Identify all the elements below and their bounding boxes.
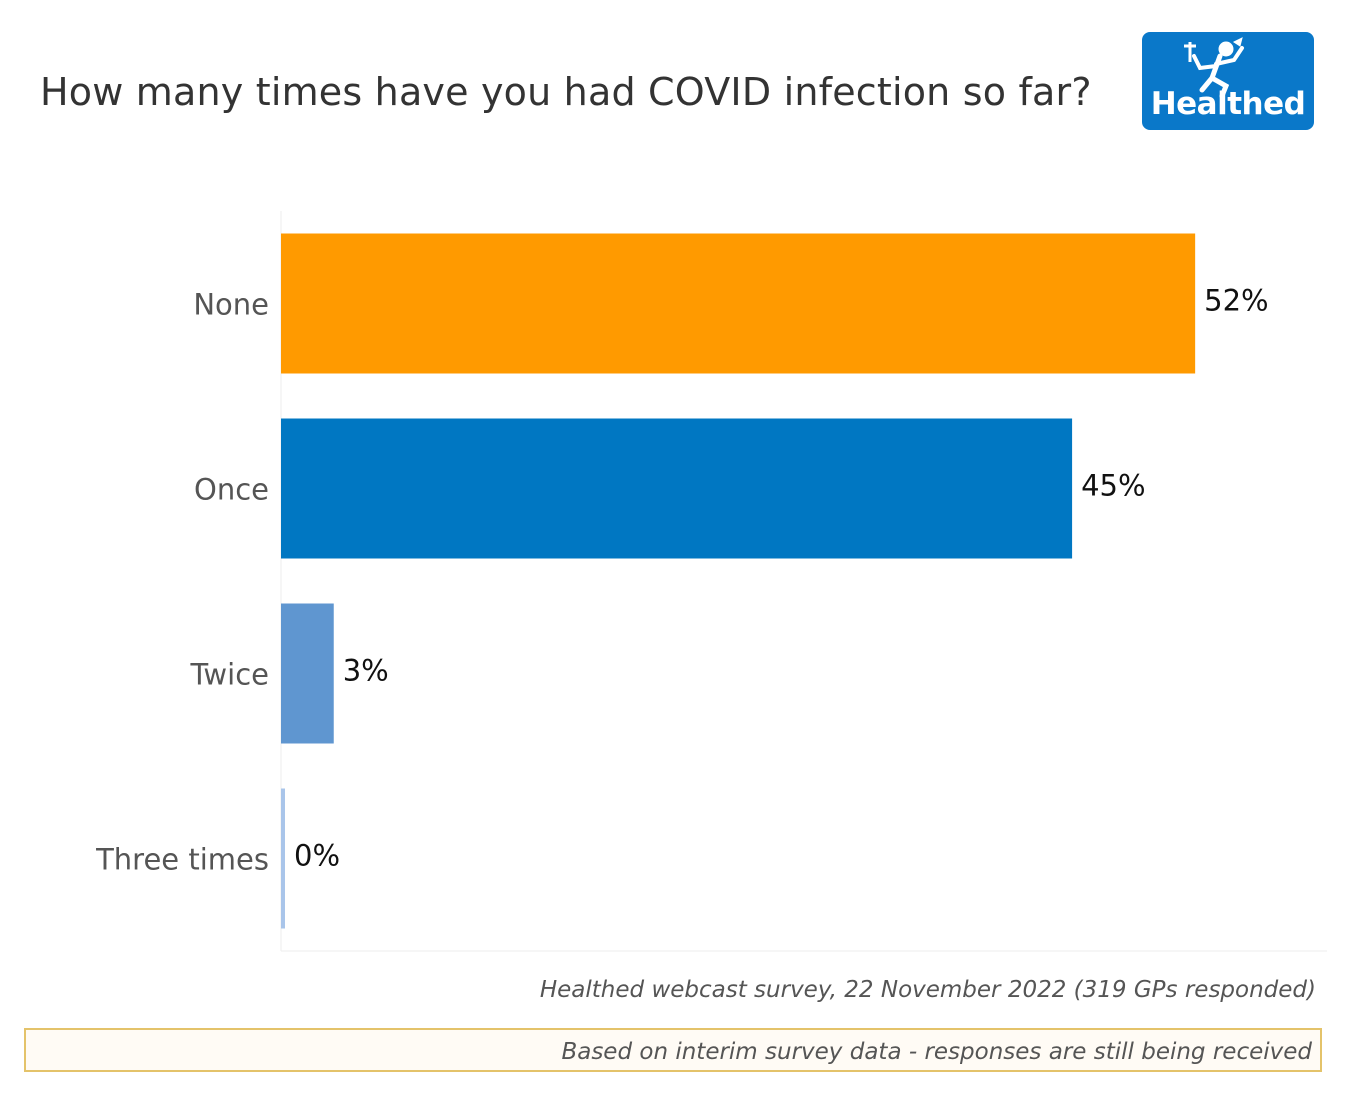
source-note: Healthed webcast survey, 22 November 202… <box>539 977 1316 1003</box>
bar-none <box>281 233 1196 374</box>
healthed-logo: Healthed <box>1142 32 1314 130</box>
category-label: Once <box>194 473 269 507</box>
category-label: Three times <box>95 843 269 877</box>
value-label: 45% <box>1081 469 1145 503</box>
runner-icon <box>1184 37 1244 99</box>
interim-note: Based on interim survey data - responses… <box>561 1039 1312 1065</box>
logo-text: Healthed <box>1150 86 1306 122</box>
bar-twice <box>281 603 334 744</box>
value-label: 3% <box>343 654 389 688</box>
chart-title: How many times have you had COVID infect… <box>40 70 1092 114</box>
value-label: 0% <box>294 839 340 873</box>
bar-chart: None 52% Once 45% Twice 3% Three times 0% <box>95 211 1327 952</box>
bar-three-times <box>281 788 285 929</box>
category-label: None <box>193 288 269 322</box>
bar-once <box>281 418 1073 559</box>
category-label: Twice <box>190 658 269 692</box>
value-label: 52% <box>1204 284 1268 318</box>
interim-note-box: Based on interim survey data - responses… <box>24 1028 1322 1072</box>
